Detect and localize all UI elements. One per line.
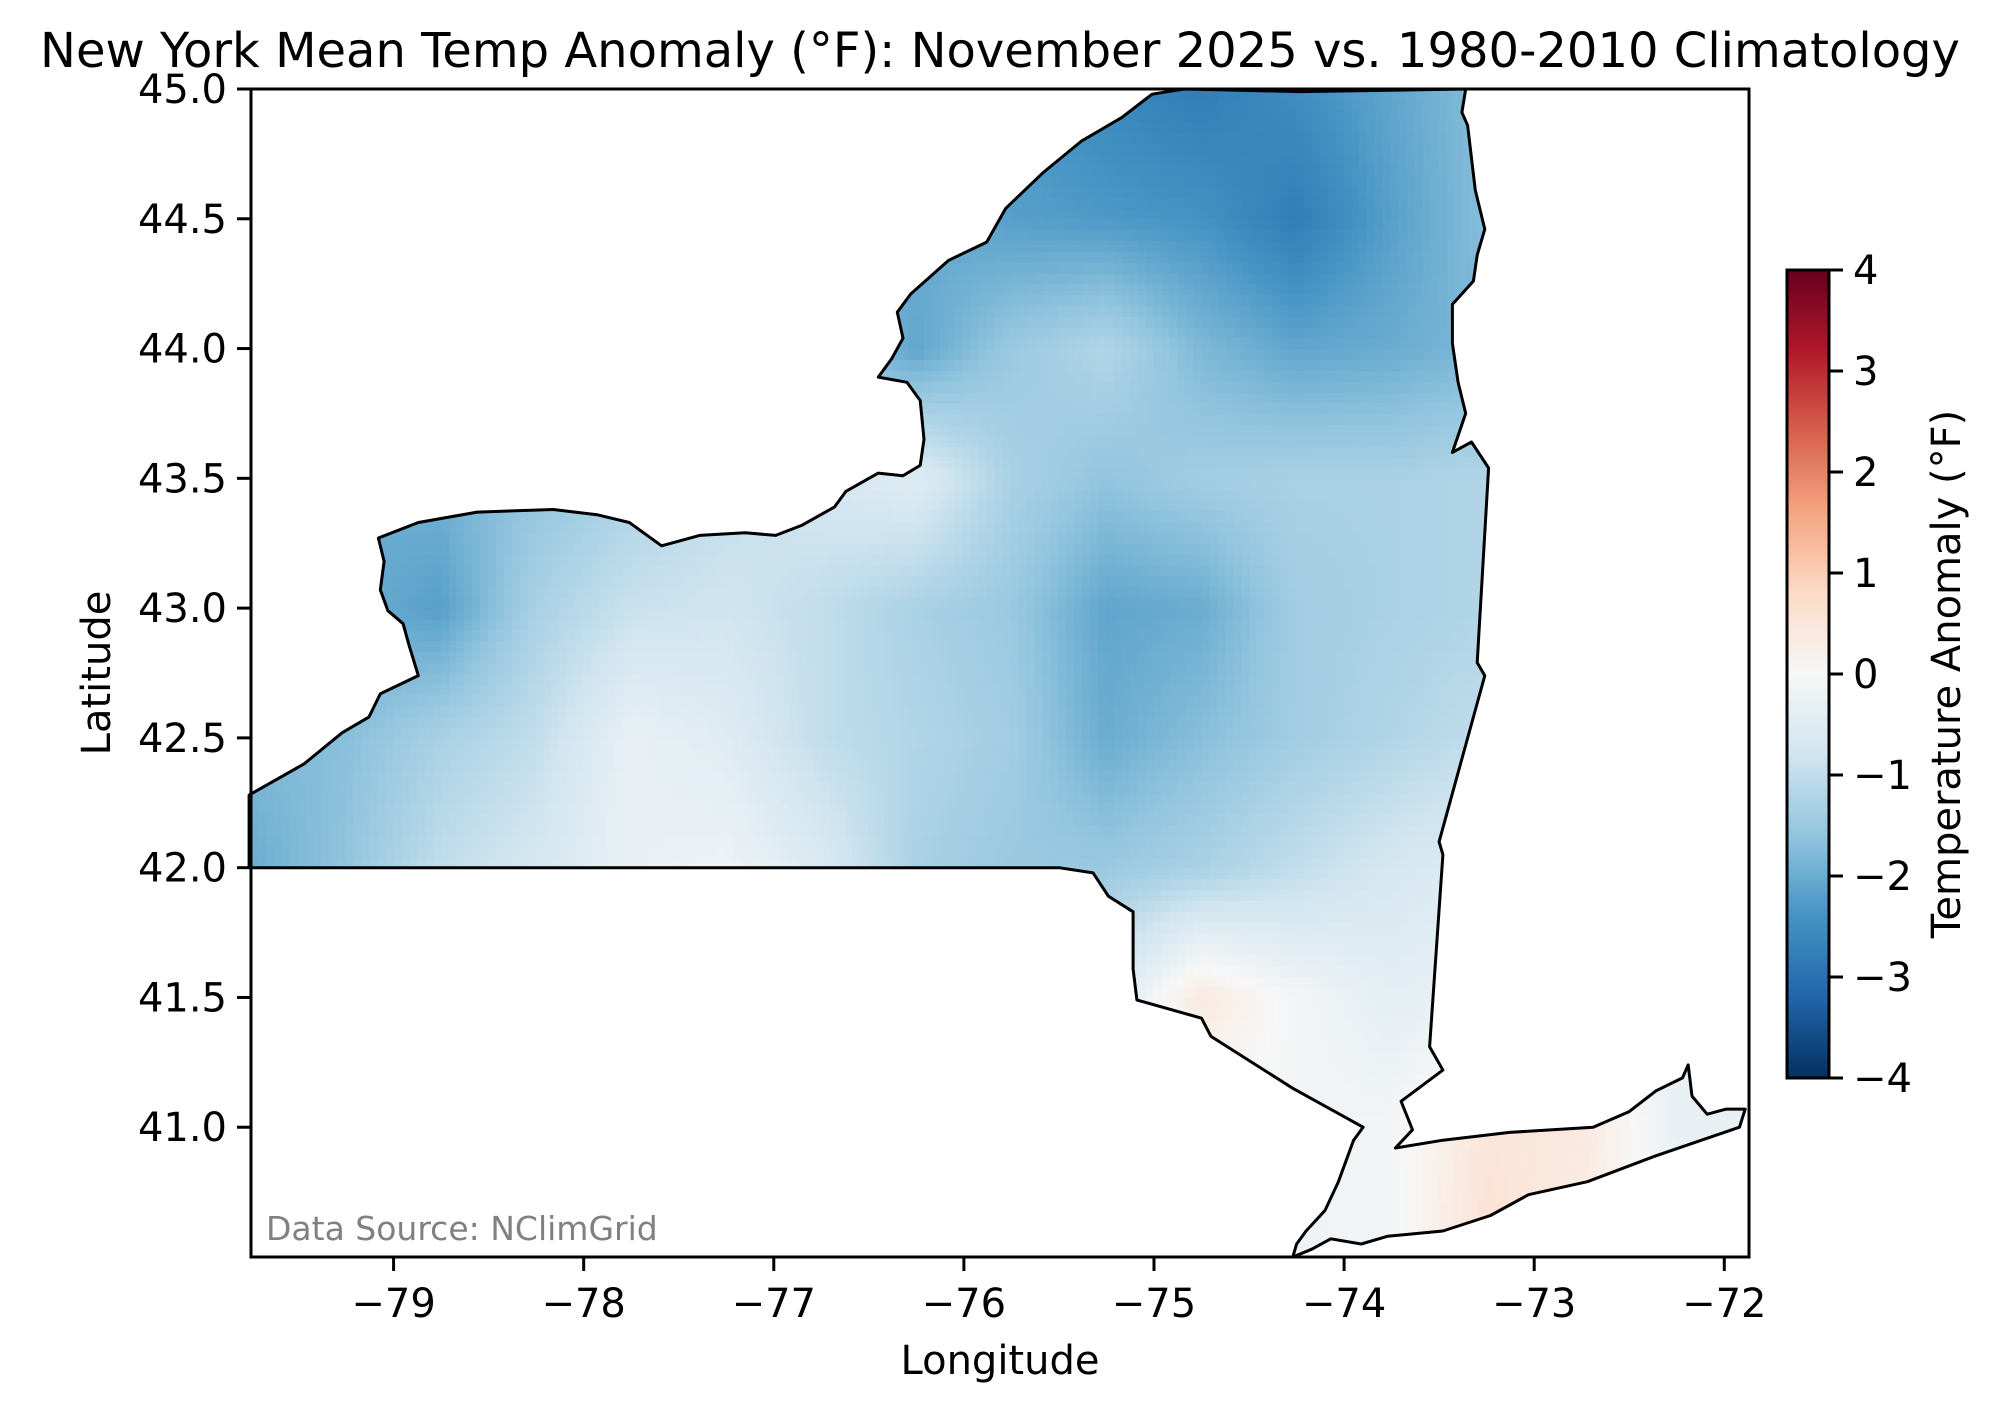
x-tick-label: −72	[1682, 1281, 1766, 1327]
y-tick-label: 42.0	[138, 846, 227, 892]
x-tick-label: −78	[541, 1281, 625, 1327]
colorbar-tick-label: 1	[1853, 551, 1878, 597]
colorbar: −4 −3 −2 −1 0 1 2 3 4 Temperature Anomaly (°F)	[1785, 248, 1970, 1102]
colorbar-ticks: −4 −3 −2 −1 0 1 2 3 4	[1829, 248, 1912, 1102]
x-axis: −79 −78 −77 −76 −75 −74 −73 −72	[351, 1257, 1766, 1327]
y-tick-label: 45.0	[138, 67, 227, 113]
colorbar-tick-label: −1	[1853, 753, 1912, 799]
y-tick-label: 44.5	[138, 197, 227, 243]
x-tick-label: −76	[922, 1281, 1006, 1327]
colorbar-label: Temperature Anomaly (°F)	[1924, 410, 1970, 939]
colorbar-tick-label: −2	[1853, 854, 1912, 900]
y-axis-label: Latitude	[74, 591, 120, 756]
x-tick-label: −74	[1302, 1281, 1386, 1327]
x-tick-label: −75	[1112, 1281, 1196, 1327]
y-tick-label: 41.0	[138, 1105, 227, 1151]
y-axis: 41.0 41.5 42.0 42.5 43.0 43.5 44.0 44.5 45.0	[138, 67, 251, 1151]
y-tick-label: 43.5	[138, 456, 227, 502]
colorbar-tick-label: 2	[1853, 450, 1878, 496]
colorbar-tick-label: 3	[1853, 349, 1878, 395]
x-tick-label: −79	[351, 1281, 435, 1327]
colorbar-tick-label: −4	[1853, 1056, 1912, 1102]
colorbar-tick-label: 0	[1853, 652, 1878, 698]
x-axis-label: Longitude	[901, 1338, 1100, 1384]
y-tick-label: 42.5	[138, 716, 227, 762]
colorbar-gradient	[1785, 268, 1831, 1080]
colorbar-tick-label: −3	[1853, 955, 1912, 1001]
axes-frame	[249, 87, 1751, 1259]
y-tick-label: 43.0	[138, 586, 227, 632]
x-tick-label: −73	[1492, 1281, 1576, 1327]
y-tick-label: 44.0	[138, 327, 227, 373]
y-tick-label: 41.5	[138, 975, 227, 1021]
x-tick-label: −77	[732, 1281, 816, 1327]
state-boundary	[247, 87, 1747, 1259]
data-source-note: Data Source: NClimGrid	[266, 1209, 658, 1248]
colorbar-tick-label: 4	[1853, 248, 1878, 294]
chart-title: New York Mean Temp Anomaly (°F): Novembe…	[40, 23, 1960, 79]
